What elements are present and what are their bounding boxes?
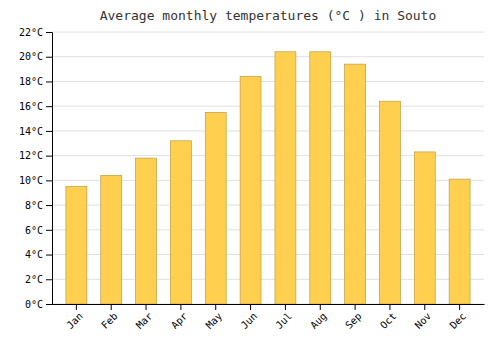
x-tick-mark (459, 304, 460, 310)
y-tick-mark (46, 131, 52, 132)
x-tick-mark (180, 304, 181, 310)
x-tick-mark (111, 304, 112, 310)
x-tick: Jul (273, 304, 294, 331)
x-tick-label: Mar (134, 310, 155, 331)
y-tick-label: 22°C (19, 27, 43, 38)
y-tick: 6°C (25, 225, 52, 236)
y-tick-label: 10°C (19, 175, 43, 186)
x-tick: Dec (448, 304, 469, 331)
y-tick-label: 4°C (25, 249, 43, 260)
x-tick: Mar (134, 304, 155, 331)
y-axis: 0°C 2°C 4°C 6°C 8°C 10°C 12°C 14°C 16°C 18°C 20°C 2… (19, 27, 53, 310)
x-tick-mark (285, 304, 286, 310)
grid-line (52, 106, 484, 107)
y-tick-label: 20°C (19, 51, 43, 62)
y-tick: 12°C (19, 150, 52, 161)
plot: 0°C 2°C 4°C 6°C 8°C 10°C 12°C 14°C 16°C 18°C 20°C 2… (19, 27, 485, 331)
x-tick-label: Jan (64, 310, 85, 331)
grid-line (52, 56, 484, 57)
grid-line (52, 130, 484, 131)
x-tick-label: Nov (413, 310, 434, 331)
y-tick-label: 18°C (19, 76, 43, 87)
bar (379, 101, 400, 304)
y-tick: 2°C (25, 274, 52, 285)
x-tick-mark (250, 304, 251, 310)
y-tick-label: 16°C (19, 101, 43, 112)
bar (345, 64, 366, 304)
y-tick-label: 14°C (19, 126, 43, 137)
y-tick-mark (46, 180, 52, 181)
y-tick-mark (46, 156, 52, 157)
bar (136, 158, 157, 304)
bar (240, 77, 261, 304)
title: Average monthly temperatures (°C ) in So… (100, 8, 437, 23)
y-tick-label: 2°C (25, 274, 43, 285)
y-tick: 16°C (19, 101, 52, 112)
x-tick-label: Dec (448, 310, 469, 331)
bar (66, 187, 87, 304)
x-axis: Jan Feb Mar Apr May Jun Jul Aug Sep Oct Nov Dec (53, 304, 485, 331)
y-tick-mark (46, 255, 52, 256)
y-tick-mark (46, 81, 52, 82)
x-tick: Sep (343, 304, 364, 331)
y-tick-label: 6°C (25, 225, 43, 236)
x-tick: Jun (239, 304, 260, 331)
y-tick-mark (46, 32, 52, 33)
x-tick-label: Oct (378, 310, 399, 331)
x-tick: Nov (413, 304, 434, 331)
y-tick-mark (46, 57, 52, 58)
y-tick: 14°C (19, 126, 52, 137)
x-tick-mark (76, 304, 77, 310)
bar (275, 52, 296, 304)
x-tick-label: May (204, 310, 225, 331)
grid (52, 32, 484, 304)
y-tick: 22°C (19, 27, 52, 38)
x-tick-mark (389, 304, 390, 310)
bar (101, 175, 122, 304)
y-tick-label: 8°C (25, 200, 43, 211)
x-tick-label: Feb (99, 310, 120, 331)
x-tick-label: Aug (308, 310, 329, 331)
y-tick-mark (46, 304, 52, 305)
y-tick: 20°C (19, 51, 52, 62)
bar (310, 52, 331, 304)
x-tick: May (204, 304, 225, 331)
x-tick-mark (146, 304, 147, 310)
y-tick-mark (46, 106, 52, 107)
x-tick-mark (355, 304, 356, 310)
axis-line (53, 304, 485, 305)
x-tick-mark (320, 304, 321, 310)
bar (449, 179, 470, 304)
x-tick: Jan (64, 304, 85, 331)
y-tick-label: 0°C (25, 299, 43, 310)
x-tick-mark (424, 304, 425, 310)
bar (170, 141, 191, 304)
y-tick-label: 12°C (19, 150, 43, 161)
chart: 0°C 2°C 4°C 6°C 8°C 10°C 12°C 14°C 16°C 18°C 20°C 2… (0, 0, 500, 350)
x-tick-label: Apr (169, 310, 190, 331)
x-tick-label: Jun (239, 310, 260, 331)
bar (414, 152, 435, 304)
x-tick: Apr (169, 304, 190, 331)
grid-line (52, 32, 484, 33)
axis-line (46, 33, 53, 305)
x-tick: Aug (308, 304, 329, 331)
grid-line (52, 81, 484, 82)
y-tick-mark (46, 279, 52, 280)
x-tick-mark (215, 304, 216, 310)
x-tick: Feb (99, 304, 120, 331)
y-tick: 4°C (25, 249, 52, 260)
y-tick-mark (46, 205, 52, 206)
y-tick: 0°C (25, 299, 52, 310)
bars (66, 52, 470, 304)
y-tick: 8°C (25, 200, 52, 211)
y-tick: 18°C (19, 76, 52, 87)
y-tick: 10°C (19, 175, 52, 186)
y-tick-mark (46, 230, 52, 231)
x-tick-label: Jul (273, 310, 294, 331)
x-tick-label: Sep (343, 310, 364, 331)
x-tick: Oct (378, 304, 399, 331)
bar (205, 112, 226, 304)
